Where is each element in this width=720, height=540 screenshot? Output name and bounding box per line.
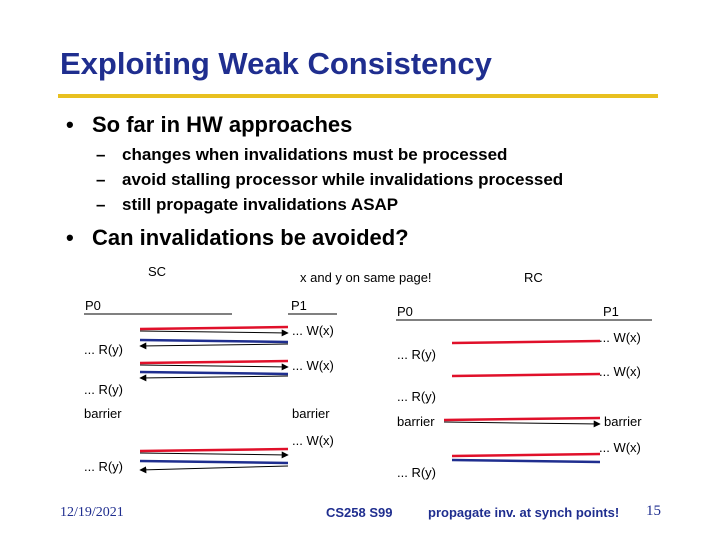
sub-bullet-text: avoid stalling processor while invalidat… [122,170,564,189]
footer-course: CS258 S99 [326,505,393,520]
same-page-note: x and y on same page! [300,270,432,285]
slide-title: Exploiting Weak Consistency [60,46,492,81]
dash-glyph: – [96,145,106,164]
sc-p1-label: P1 [291,298,307,313]
rc-p0-read-y-1: ... R(y) [397,347,436,362]
rc-p0-read-y-2: ... R(y) [397,389,436,404]
sub-bullet-3: – still propagate invalidations ASAP [96,195,398,215]
sc-p0-label: P0 [85,298,101,313]
sub-bullet-text: still propagate invalidations ASAP [122,195,399,214]
sub-bullet-text: changes when invalidations must be proce… [122,145,508,164]
dash-glyph: – [96,195,106,214]
rc-p1-write-x-2: ... W(x) [599,364,641,379]
sc-p0-read-y-3: ... R(y) [84,459,123,474]
rc-label: RC [524,270,543,285]
sc-p0-read-y-2: ... R(y) [84,382,123,397]
rc-p0-label: P0 [397,304,413,319]
rc-arrows [443,339,601,464]
footer-note: propagate inv. at synch points! [428,505,620,520]
sub-bullet-2: – avoid stalling processor while invalida… [96,170,563,190]
bullet-text: Can invalidations be avoided? [92,225,409,250]
sc-p0-barrier: barrier [84,406,122,421]
dash-glyph: – [96,170,106,189]
sc-p1-barrier: barrier [292,406,330,421]
bullet-hw-approaches: • So far in HW approaches [66,112,352,138]
sc-label: SC [148,264,167,279]
bullet-glyph: • [66,112,74,137]
rc-p0-read-y-3: ... R(y) [397,465,436,480]
bullet-glyph: • [66,225,74,250]
bullet-text: So far in HW approaches [92,112,353,137]
sc-p1-write-x-1: ... W(x) [292,323,334,338]
page-number: 15 [646,503,661,519]
footer-date: 12/19/2021 [60,505,124,520]
bullet-invalidations-avoided: • Can invalidations be avoided? [66,225,409,251]
sub-bullet-1: – changes when invalidations must be proc… [96,145,507,165]
rc-p1-barrier: barrier [604,414,642,429]
rc-p1-label: P1 [603,304,619,319]
rc-p1-write-x-1: ... W(x) [599,330,641,345]
sc-p1-write-x-3: ... W(x) [292,433,334,448]
rc-p0-barrier: barrier [397,414,435,429]
sc-p1-write-x-2: ... W(x) [292,358,334,373]
sc-arrows [139,325,289,474]
sc-p0-read-y-1: ... R(y) [84,342,123,357]
rc-p1-write-x-3: ... W(x) [599,440,641,455]
title-underline [58,94,658,98]
